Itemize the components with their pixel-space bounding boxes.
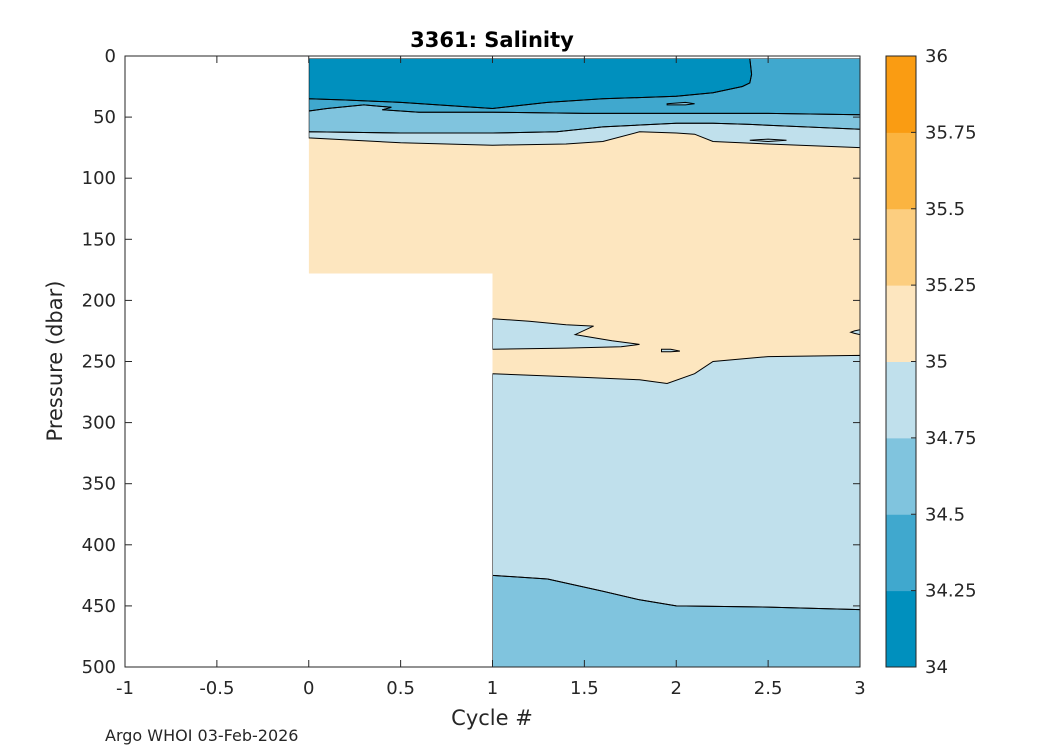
x-tick-label: 1.5 <box>570 678 599 699</box>
colorbar-tick-label: 35.75 <box>925 122 977 143</box>
y-tick-label: 50 <box>93 107 116 128</box>
y-tick-label: 400 <box>82 535 116 556</box>
y-axis: 0 50 100 150 200 250 300 350 400 450 500 <box>82 46 860 678</box>
y-tick-label: 200 <box>82 290 116 311</box>
x-tick-label: 2 <box>671 678 682 699</box>
y-axis-label: Pressure (dbar) <box>43 281 67 442</box>
contour-region-6 <box>308 104 860 133</box>
x-tick-label: 0.5 <box>386 678 415 699</box>
x-tick-label: 1 <box>487 678 498 699</box>
contour-lines <box>125 56 860 667</box>
colorbar-tick-label: 36 <box>925 46 948 67</box>
contour-line-4 <box>849 329 860 336</box>
y-tick-label: 0 <box>105 46 116 67</box>
contour-line-3 <box>661 348 680 353</box>
y-tick-label: 100 <box>82 168 116 189</box>
contour-region-7 <box>308 58 860 115</box>
colorbar-swatch <box>886 590 916 668</box>
colorbar-swatch <box>886 437 916 515</box>
colorbar-tick-label: 35.25 <box>925 275 977 296</box>
contour-line-2 <box>492 318 640 350</box>
colorbar-tick-label: 34 <box>925 657 948 678</box>
y-tick-label: 350 <box>82 474 116 495</box>
x-tick-label: 0 <box>303 678 314 699</box>
contour-region-2 <box>492 318 640 350</box>
contour-line-1 <box>492 354 860 611</box>
no-data-region <box>125 56 309 667</box>
contour-fills <box>308 58 860 667</box>
contour-region-0 <box>492 575 860 667</box>
x-tick-label: -0.5 <box>199 678 234 699</box>
footer-credit: Argo WHOI 03-Feb-2026 <box>105 726 298 745</box>
x-tick-label: 2.5 <box>754 678 783 699</box>
colorbar-tick-label: 35.5 <box>925 199 965 220</box>
colorbar-swatch <box>886 285 916 362</box>
contour-region-1 <box>492 355 860 610</box>
contour-line-10 <box>749 138 787 143</box>
chart-title: 3361: Salinity <box>410 28 574 52</box>
y-tick-label: 450 <box>82 596 116 617</box>
colorbar: 34 34.25 34.5 34.75 35 35.25 35.5 35.75 36 <box>885 46 977 678</box>
colorbar-tick-label: 35 <box>925 352 948 373</box>
no-data-region-deep <box>308 273 493 667</box>
x-tick-label: 3 <box>854 678 865 699</box>
y-tick-label: 500 <box>82 657 116 678</box>
y-tick-label: 150 <box>82 229 116 250</box>
contour-region-4 <box>850 329 860 335</box>
y-tick-label: 300 <box>82 413 116 434</box>
contour-region-8 <box>308 58 752 109</box>
contour-line-9 <box>666 101 695 106</box>
colorbar-swatch <box>886 208 916 286</box>
colorbar-swatch <box>886 132 916 210</box>
contour-line-8 <box>308 57 753 110</box>
colorbar-tick-label: 34.25 <box>925 581 977 602</box>
colorbar-swatch <box>886 361 916 439</box>
x-axis: -1 -0.5 0 0.5 1 1.5 2 2.5 3 <box>116 56 866 699</box>
colorbar-tick-label: 34.75 <box>925 428 977 449</box>
colorbar-swatch <box>886 56 916 133</box>
colorbar-tick-label: 34.5 <box>925 504 965 525</box>
y-tick-label: 250 <box>82 352 116 373</box>
colorbar-swatch <box>886 514 916 592</box>
x-tick-label: -1 <box>116 678 134 699</box>
x-axis-label: Cycle # <box>451 706 533 730</box>
